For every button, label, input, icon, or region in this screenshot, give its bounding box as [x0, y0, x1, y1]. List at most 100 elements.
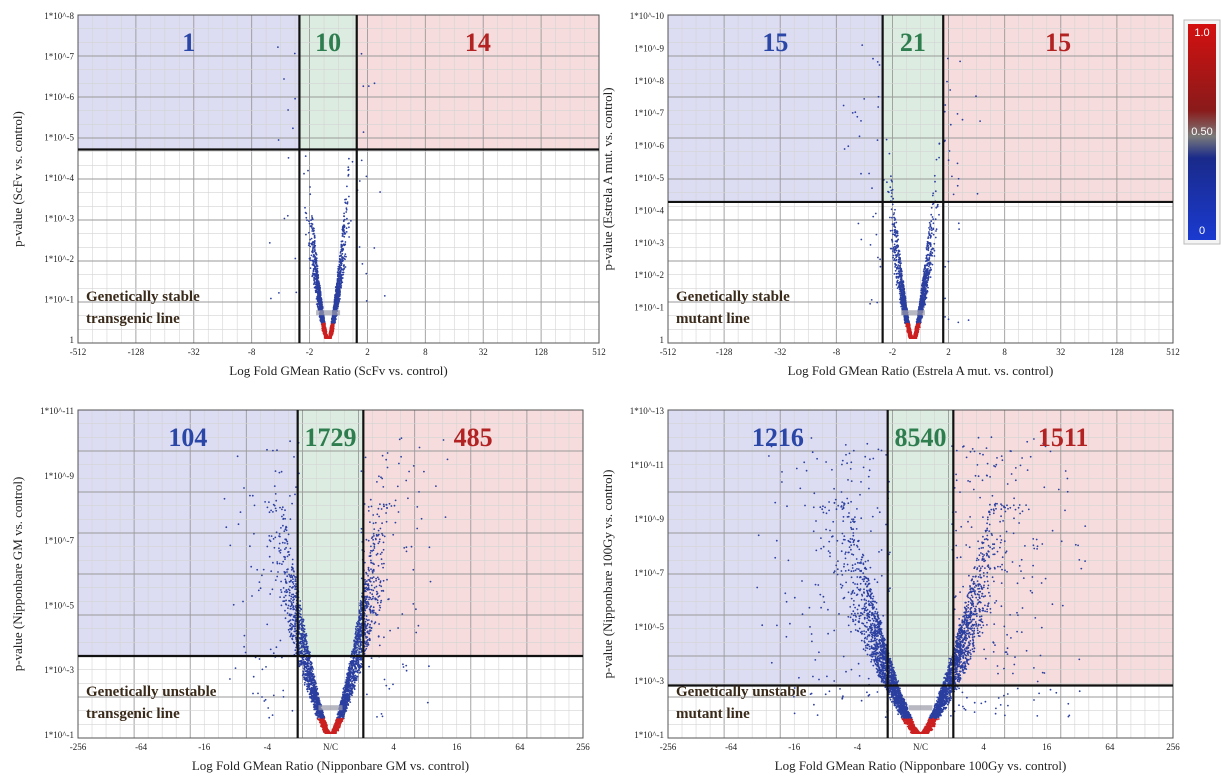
x-tick-label: 32	[479, 347, 488, 357]
data-point	[342, 273, 345, 276]
data-point	[307, 169, 309, 172]
y-tick-label: 1*10^-3	[44, 214, 74, 224]
data-point	[304, 206, 306, 209]
data-point	[892, 197, 895, 200]
data-point	[310, 254, 313, 257]
data-point	[308, 242, 310, 245]
data-point	[899, 262, 902, 265]
data-point	[315, 263, 317, 265]
data-point	[335, 289, 338, 292]
data-point	[894, 249, 897, 251]
data-point	[344, 253, 347, 256]
data-point	[903, 299, 906, 302]
data-point	[348, 195, 350, 198]
data-point	[337, 269, 340, 271]
data-point	[929, 266, 932, 269]
data-point	[345, 211, 348, 213]
data-point	[346, 185, 348, 188]
plot-frame	[77, 14, 600, 344]
data-point	[898, 256, 900, 258]
data-point	[897, 275, 900, 278]
data-point	[336, 280, 339, 283]
data-point	[895, 235, 898, 238]
data-point	[325, 333, 328, 335]
data-point	[315, 259, 318, 262]
data-point	[345, 207, 348, 210]
data-point	[337, 288, 340, 291]
data-point	[339, 273, 342, 276]
x-tick-label: -128	[128, 347, 145, 357]
data-point	[343, 255, 346, 257]
data-point	[344, 202, 347, 205]
data-point	[342, 247, 344, 250]
data-point	[892, 254, 895, 257]
data-point	[933, 255, 936, 257]
data-point	[899, 253, 901, 256]
y-tick-label: 1*10^-8	[44, 11, 74, 21]
data-point	[334, 294, 336, 296]
data-point	[891, 216, 893, 219]
data-point	[891, 188, 894, 191]
x-tick-label: -8	[248, 347, 256, 357]
data-point	[307, 244, 310, 247]
data-point	[305, 216, 308, 219]
data-point	[373, 247, 376, 249]
data-point	[322, 323, 324, 326]
data-point	[932, 218, 935, 221]
data-point	[340, 249, 343, 251]
density-band	[316, 310, 341, 316]
data-point	[928, 227, 930, 229]
data-point	[315, 275, 317, 278]
data-point	[348, 226, 350, 229]
data-point	[311, 215, 313, 217]
data-point	[343, 235, 346, 238]
data-point	[358, 246, 361, 248]
data-point	[893, 225, 896, 228]
data-point	[933, 242, 936, 245]
data-point	[309, 238, 311, 241]
data-point	[316, 305, 319, 307]
data-point	[315, 270, 318, 273]
data-point	[347, 166, 350, 169]
data-point	[932, 233, 935, 236]
nc-region	[299, 15, 357, 150]
data-point	[345, 227, 348, 230]
data-point	[292, 127, 294, 130]
data-point	[315, 257, 318, 259]
data-point	[312, 262, 315, 265]
data-point	[338, 295, 341, 298]
data-point	[893, 212, 896, 214]
data-point	[889, 186, 892, 189]
data-point	[348, 222, 350, 225]
data-point	[935, 230, 937, 232]
up-region	[356, 15, 599, 150]
data-point	[362, 131, 365, 134]
data-point	[889, 216, 891, 219]
data-point	[346, 217, 348, 220]
data-point	[332, 318, 334, 321]
x-axis-label: Log Fold GMean Ratio (ScFv vs. control)	[229, 363, 447, 378]
data-point	[891, 203, 894, 206]
data-point	[339, 286, 342, 288]
x-tick-label: -2	[306, 347, 314, 357]
data-point	[309, 193, 312, 196]
data-point	[925, 248, 928, 251]
data-point	[932, 192, 935, 195]
data-point	[931, 216, 934, 218]
data-point	[931, 194, 934, 197]
data-point	[309, 225, 312, 228]
data-point	[927, 259, 930, 262]
data-point	[350, 220, 352, 222]
data-point	[341, 257, 343, 260]
count-down: 1	[182, 28, 195, 57]
data-point	[315, 261, 318, 264]
data-point	[318, 316, 321, 318]
data-point	[308, 220, 310, 223]
data-point	[341, 277, 344, 279]
data-point	[338, 279, 341, 282]
data-point	[317, 287, 320, 289]
data-point	[343, 212, 345, 215]
data-point	[348, 236, 350, 238]
annotation-line-1: Genetically stable	[86, 289, 200, 305]
